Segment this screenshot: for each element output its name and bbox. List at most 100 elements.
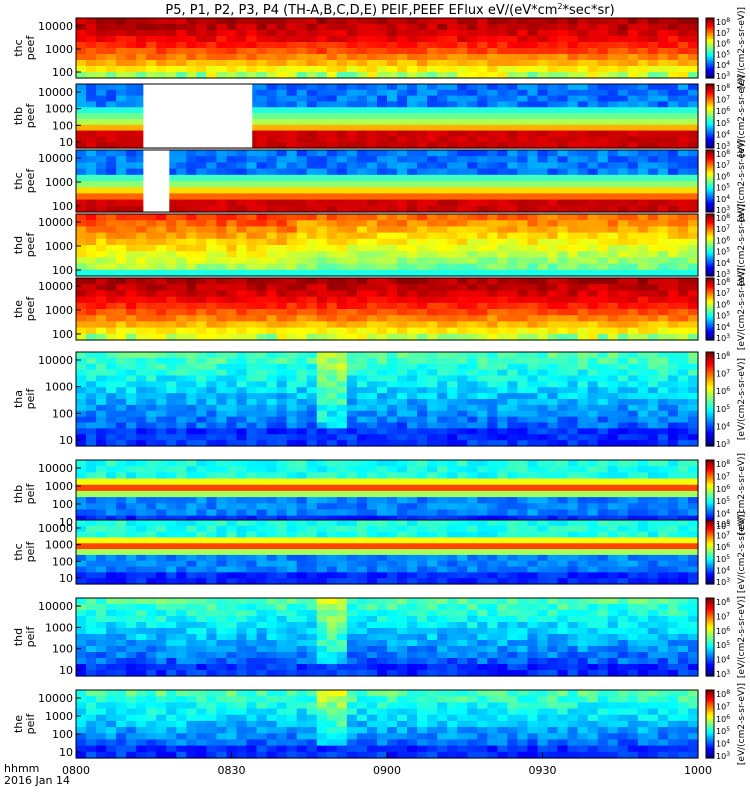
heatmap-cell (627, 72, 639, 79)
heatmap-cell (276, 84, 288, 91)
heatmap-cell (397, 162, 408, 170)
heatmap-cell (86, 472, 97, 480)
heatmap-cell (366, 36, 378, 43)
heatmap-cell (547, 193, 559, 201)
heatmap-cell (346, 399, 358, 406)
heatmap-cell (437, 95, 448, 103)
colorbar-step (706, 114, 714, 117)
colorbar-tick-exponent: 5 (726, 311, 730, 318)
heatmap-cell (677, 124, 689, 132)
heatmap-cell (116, 357, 127, 365)
heatmap-cell (316, 434, 328, 441)
heatmap-cell (417, 363, 428, 371)
heatmap-cell (216, 18, 228, 25)
heatmap-cell (146, 333, 157, 341)
heatmap-cell (437, 181, 448, 188)
heatmap-cell (346, 174, 358, 182)
heatmap-cell (226, 193, 238, 201)
heatmap-cell (126, 130, 137, 137)
heatmap-cell (627, 113, 639, 120)
heatmap-cell (637, 54, 649, 61)
heatmap-cell (256, 226, 268, 234)
heatmap-cell (497, 150, 508, 157)
heatmap-cell (507, 54, 519, 61)
heatmap-cell (507, 124, 519, 132)
colorbar-frame (705, 351, 715, 447)
heatmap-cell (467, 18, 478, 25)
heatmap-cell (336, 263, 348, 271)
heatmap-cell (417, 503, 428, 511)
heatmap-cell (86, 18, 97, 25)
heatmap-cell (146, 66, 157, 73)
heatmap-cell (497, 278, 508, 285)
heatmap-cell (166, 478, 177, 486)
heatmap-cell (366, 89, 378, 97)
heatmap-cell (547, 327, 559, 335)
heatmap-cell (507, 393, 519, 400)
heatmap-cell (667, 214, 679, 221)
heatmap-cell (687, 107, 699, 114)
heatmap-cell (266, 205, 278, 213)
heatmap-cell (387, 42, 398, 49)
heatmap-cell (477, 84, 488, 91)
heatmap-cell (597, 60, 609, 67)
heatmap-cell (607, 357, 619, 365)
heatmap-cell (186, 466, 197, 473)
heatmap-cell (637, 302, 649, 310)
heatmap-cell (647, 333, 659, 341)
heatmap-cell (176, 162, 187, 170)
heatmap-cell (206, 466, 218, 473)
heatmap-cell (517, 278, 529, 285)
heatmap-cell (156, 363, 167, 371)
heatmap-cell (216, 327, 228, 335)
heatmap-cell (617, 251, 629, 258)
heatmap-cell (427, 136, 438, 143)
heatmap-cell (457, 290, 468, 298)
heatmap-cell (687, 278, 699, 285)
heatmap-cell (397, 509, 408, 517)
heatmap-cell (176, 393, 187, 400)
heatmap-cell (356, 315, 368, 322)
heatmap-cell (106, 101, 117, 108)
heatmap-cell (667, 142, 679, 149)
heatmap-cell (286, 18, 298, 25)
heatmap-cell (206, 410, 218, 418)
heatmap-cell (547, 284, 559, 291)
heatmap-cell (667, 66, 679, 73)
heatmap-cell (627, 309, 639, 316)
heatmap-cell (397, 460, 408, 467)
colorbar-tick-exponent: 8 (726, 277, 730, 284)
heatmap-cell (306, 136, 318, 143)
heatmap-cell (336, 193, 348, 201)
heatmap-cell (457, 363, 468, 371)
heatmap-cell (677, 226, 689, 234)
heatmap-cell (236, 269, 248, 277)
heatmap-cell (116, 205, 127, 213)
heatmap-cell (176, 490, 187, 498)
y-tick-label: 100 (52, 119, 73, 132)
heatmap-cell (316, 251, 328, 258)
heatmap-cell (246, 284, 258, 291)
heatmap-cell (226, 18, 238, 25)
heatmap-cell (316, 66, 328, 73)
heatmap-cell (507, 440, 519, 447)
heatmap-cell (246, 36, 258, 43)
heatmap-cell (206, 174, 218, 182)
heatmap-cell (637, 181, 649, 188)
heatmap-cell (407, 72, 418, 79)
heatmap-cell (176, 309, 187, 316)
heatmap-cell (507, 428, 519, 435)
heatmap-cell (256, 245, 268, 252)
heatmap-cell (86, 187, 97, 194)
heatmap-cell (687, 257, 699, 265)
heatmap-cell (467, 89, 478, 97)
heatmap-cell (286, 107, 298, 114)
heatmap-cell (356, 369, 368, 377)
heatmap-cell (497, 387, 508, 394)
heatmap-cell (206, 257, 218, 265)
colorbar-step (706, 424, 714, 428)
heatmap-cell (507, 434, 519, 441)
heatmap-cell (326, 156, 338, 163)
heatmap-cell (306, 101, 318, 108)
heatmap-cell (587, 42, 599, 49)
